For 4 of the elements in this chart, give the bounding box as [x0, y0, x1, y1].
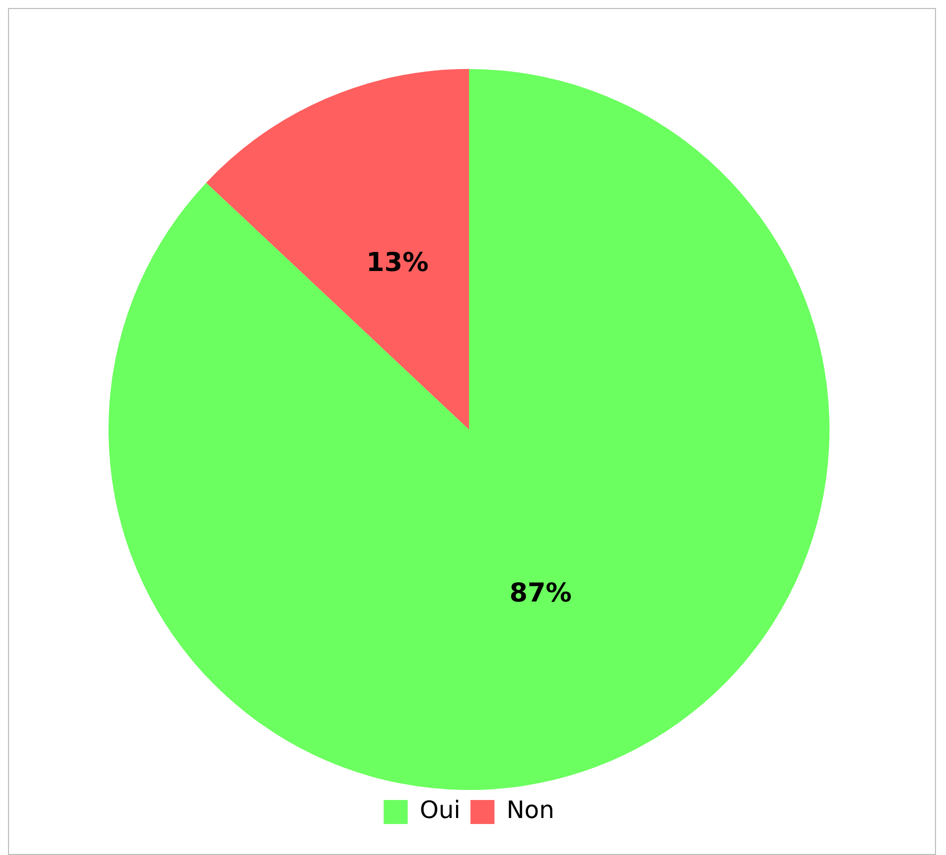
- legend-label: Oui: [420, 796, 460, 824]
- legend-label: Non: [506, 796, 554, 824]
- data-label: 87%: [509, 578, 572, 609]
- data-label: 13%: [366, 248, 429, 278]
